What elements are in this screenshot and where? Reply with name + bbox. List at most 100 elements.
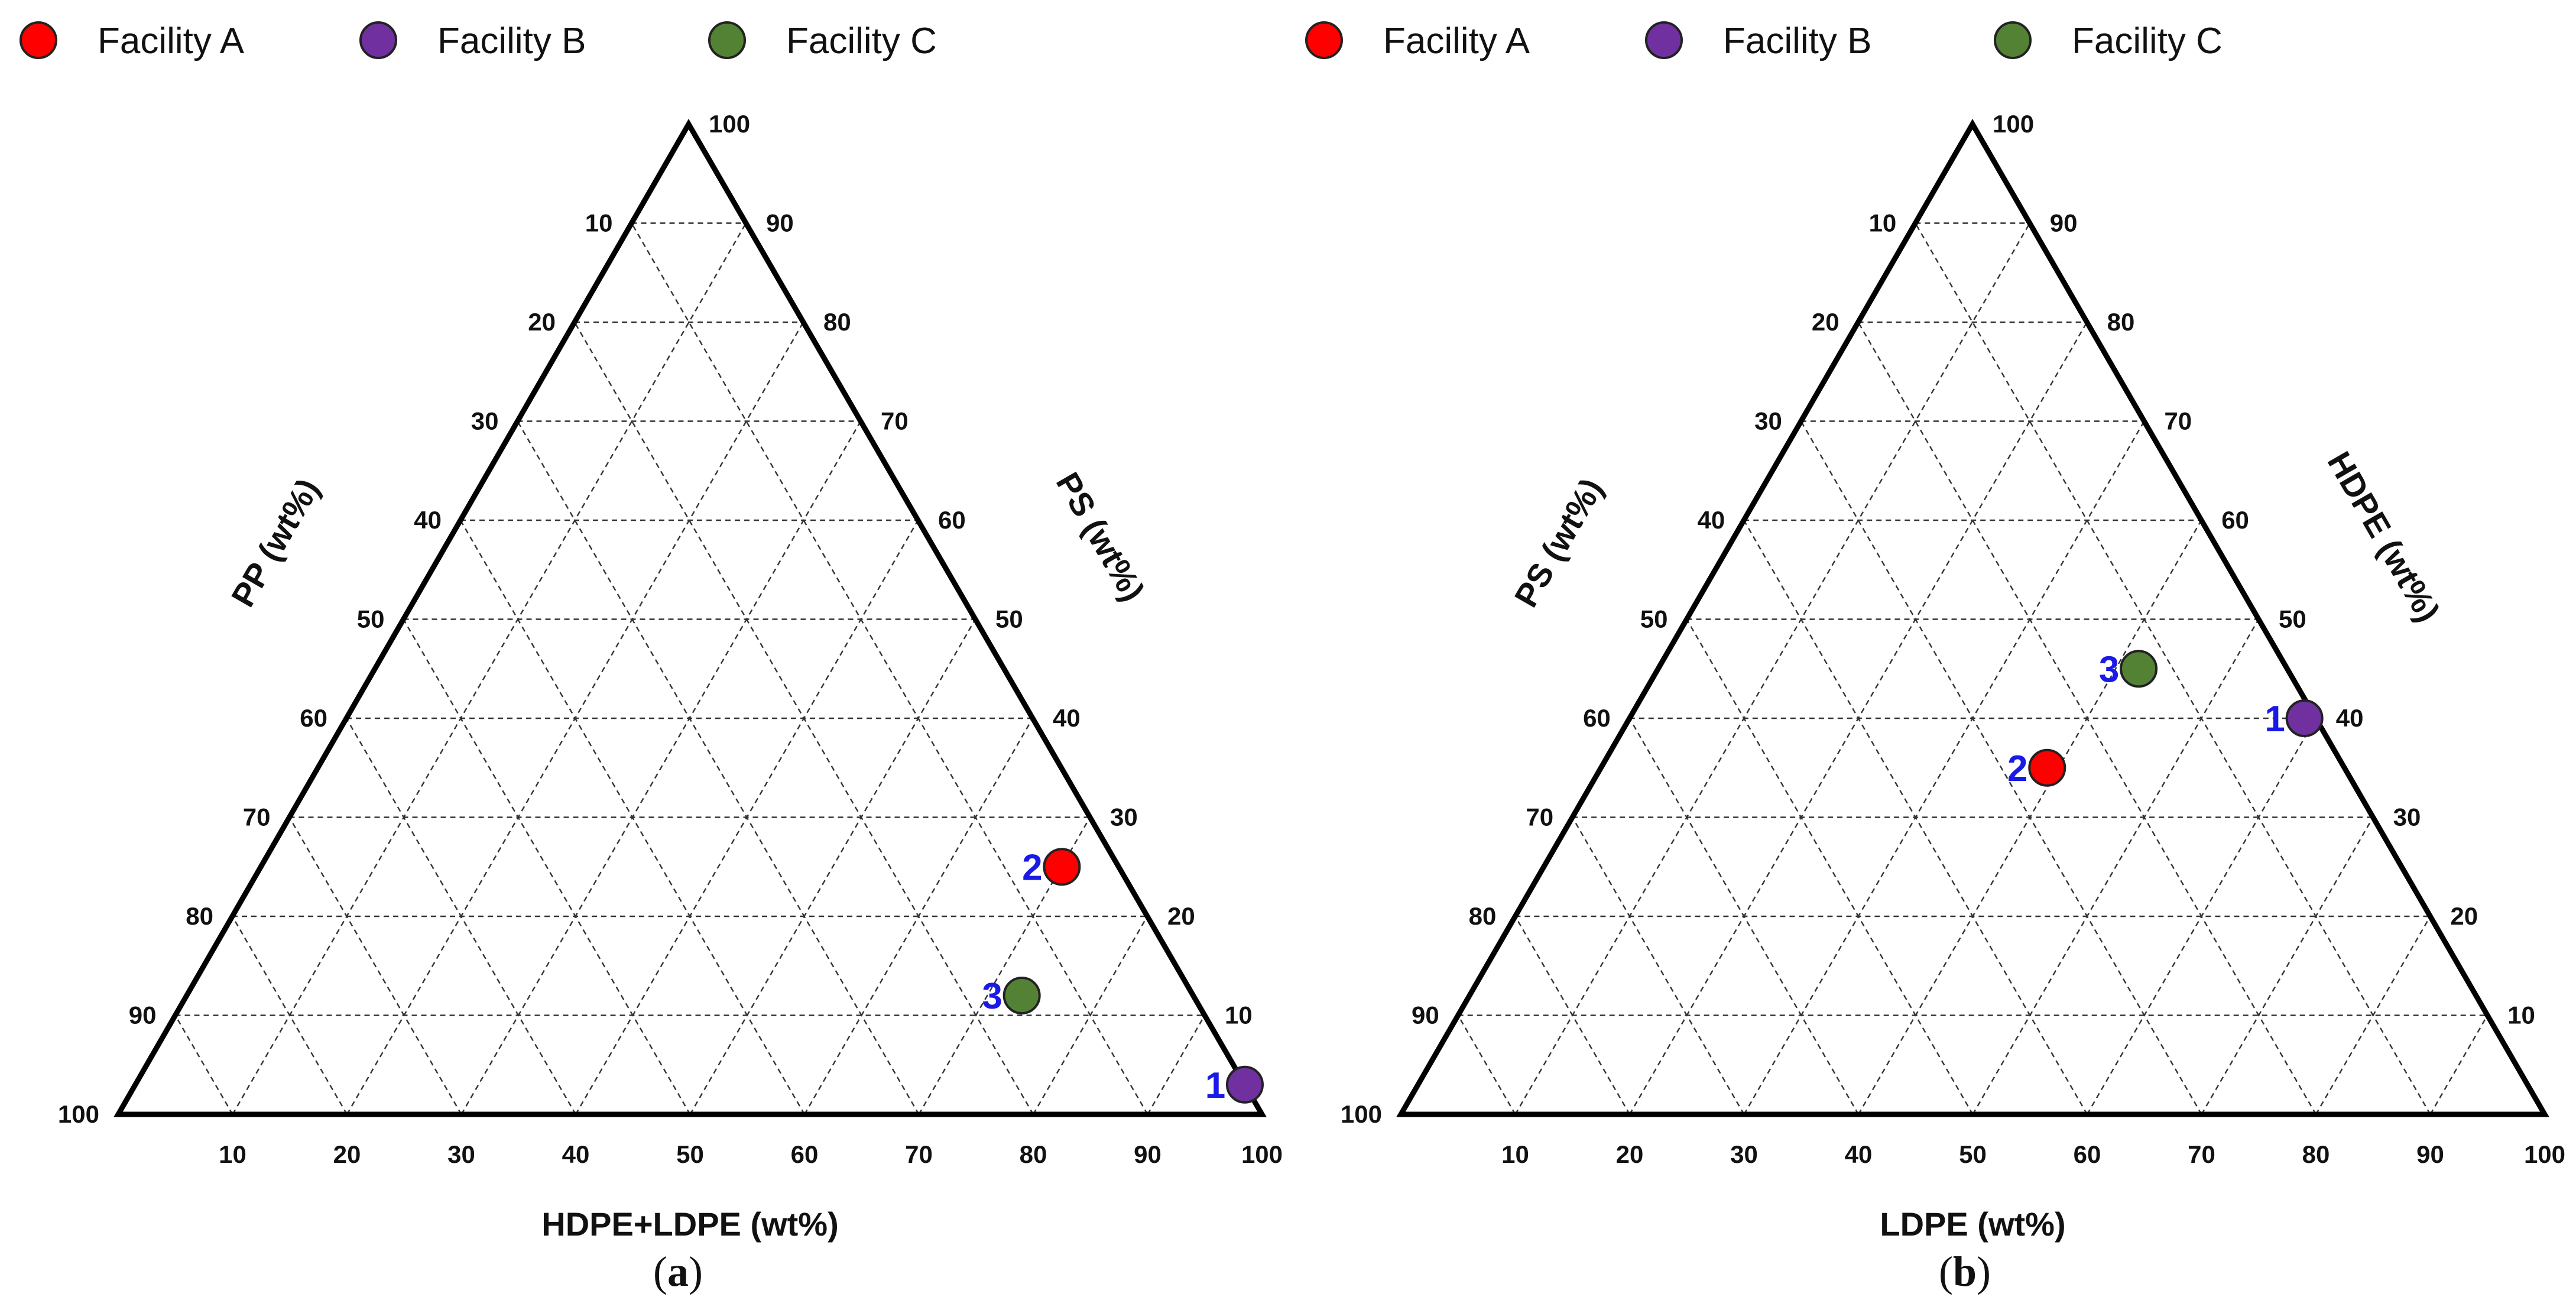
left-tick-50: 50 (1640, 605, 1668, 633)
right-tick-60: 60 (938, 506, 966, 534)
bottom-axis-title: LDPE (wt%) (1880, 1205, 2065, 1243)
data-point-label-2: 2 (1022, 847, 1042, 888)
right-tick-100: 100 (1993, 110, 2034, 138)
grid-line-c-3 (1800, 420, 2202, 1115)
left-tick-100: 100 (58, 1100, 99, 1128)
right-tick-60: 60 (2221, 506, 2249, 534)
grid-line-c-7 (288, 816, 462, 1115)
grid-line-c-9 (1457, 1014, 1516, 1115)
right-tick-30: 30 (2393, 803, 2421, 831)
left-tick-20: 20 (528, 308, 556, 336)
bottom-tick-80: 80 (2302, 1140, 2330, 1168)
grid-line-a-9 (1147, 1014, 1206, 1115)
left-tick-10: 10 (585, 209, 613, 237)
bottom-tick-100: 100 (2524, 1140, 2565, 1168)
triangle-frame (1396, 119, 2549, 1117)
left-tick-30: 30 (1754, 407, 1782, 435)
grid-line-c-1 (1915, 222, 2431, 1115)
legend-marker-3 (1994, 21, 2032, 59)
legend-panel-a: Facility A Facility B Facility C (20, 21, 937, 61)
data-point-3 (2120, 650, 2158, 688)
left-tick-80: 80 (186, 902, 213, 930)
grid-line-a-5 (689, 618, 976, 1115)
data-point-1 (1225, 1065, 1264, 1104)
left-tick-90: 90 (129, 1001, 157, 1029)
right-tick-80: 80 (823, 308, 851, 336)
bottom-tick-30: 30 (447, 1140, 475, 1168)
grid-line-c-6 (1628, 718, 1860, 1115)
data-point-3 (1003, 977, 1041, 1014)
bottom-tick-60: 60 (2074, 1140, 2101, 1168)
bottom-tick-40: 40 (1845, 1140, 1873, 1168)
data-point-2 (1043, 848, 1081, 886)
right-axis-title: HDPE (wt%) (2320, 445, 2447, 628)
bottom-tick-20: 20 (333, 1140, 361, 1168)
bottom-tick-10: 10 (1501, 1140, 1529, 1168)
right-tick-70: 70 (881, 407, 909, 435)
right-tick-20: 20 (1167, 902, 1195, 930)
data-point-label-3: 3 (982, 976, 1002, 1017)
bottom-tick-100: 100 (1241, 1140, 1283, 1168)
grid-lines (174, 222, 1206, 1115)
ternary-plot-b: 10 20 30 40 50 60 70 80 90 100 10 20 30 40 50 60 70 80 90 1… (1341, 110, 2565, 1295)
legend-label-2: Facility B (1723, 21, 1871, 61)
data-point-1 (2285, 699, 2324, 737)
bottom-tick-30: 30 (1730, 1140, 1758, 1168)
left-tick-90: 90 (1412, 1001, 1439, 1029)
grid-lines (1457, 222, 2489, 1115)
right-tick-30: 30 (1110, 803, 1138, 831)
grid-line-a-8 (1032, 916, 1149, 1115)
bottom-tick-60: 60 (791, 1140, 819, 1168)
bottom-tick-40: 40 (562, 1140, 590, 1168)
legend-label-2: Facility B (437, 21, 586, 61)
data-point-label-1: 1 (2264, 699, 2285, 740)
bottom-tick-50: 50 (1959, 1140, 1987, 1168)
grid-line-a-1 (1514, 222, 2030, 1115)
left-tick-50: 50 (357, 605, 385, 633)
bottom-tick-10: 10 (219, 1140, 246, 1168)
left-tick-60: 60 (1583, 704, 1611, 732)
right-tick-40: 40 (1053, 704, 1081, 732)
left-tick-30: 30 (471, 407, 499, 435)
legend-label-3: Facility C (786, 21, 937, 61)
right-tick-90: 90 (766, 209, 794, 237)
panel-label: (b) (1939, 1248, 1991, 1295)
grid-line-c-3 (517, 420, 920, 1115)
right-tick-70: 70 (2164, 407, 2192, 435)
legend-marker-1 (20, 21, 57, 59)
bottom-axis-title: HDPE+LDPE (wt%) (541, 1205, 839, 1243)
legend-marker-2 (1645, 21, 1683, 59)
left-tick-40: 40 (1697, 506, 1725, 534)
bottom-tick-20: 20 (1616, 1140, 1644, 1168)
grid-line-c-8 (1514, 916, 1631, 1115)
bottom-tick-70: 70 (2188, 1140, 2215, 1168)
ternary-plot-a: 10 20 30 40 50 60 70 80 90 100 10 20 30 40 50 60 70 80 90 1… (58, 110, 1283, 1295)
legend-marker-3 (708, 21, 746, 59)
left-axis-title: PS (wt%) (1507, 472, 1610, 613)
grid-line-a-3 (1743, 420, 2145, 1115)
right-tick-10: 10 (1225, 1001, 1253, 1029)
bottom-tick-90: 90 (1134, 1140, 1162, 1168)
data-point-label-3: 3 (2099, 649, 2119, 690)
legend-marker-2 (359, 21, 397, 59)
data-point-label-1: 1 (1205, 1065, 1225, 1106)
grid-line-c-5 (1686, 618, 1974, 1115)
right-tick-50: 50 (2279, 605, 2306, 633)
grid-line-c-1 (631, 222, 1149, 1115)
left-axis-title: PP (wt%) (224, 472, 327, 613)
grid-line-a-6 (2086, 718, 2317, 1115)
data-point-2 (2028, 748, 2066, 787)
bottom-tick-80: 80 (1020, 1140, 1047, 1168)
right-tick-20: 20 (2450, 902, 2478, 930)
bottom-tick-50: 50 (676, 1140, 704, 1168)
right-tick-100: 100 (709, 110, 750, 138)
left-tick-80: 80 (1469, 902, 1497, 930)
grid-line-a-8 (2315, 916, 2431, 1115)
grid-line-a-5 (1972, 618, 2260, 1115)
legend-marker-1 (1305, 21, 1343, 59)
data-point-label-2: 2 (2007, 748, 2027, 789)
right-axis-title: PS (wt%) (1049, 466, 1152, 607)
left-tick-70: 70 (243, 803, 271, 831)
right-tick-90: 90 (2050, 209, 2078, 237)
bottom-tick-70: 70 (905, 1140, 933, 1168)
